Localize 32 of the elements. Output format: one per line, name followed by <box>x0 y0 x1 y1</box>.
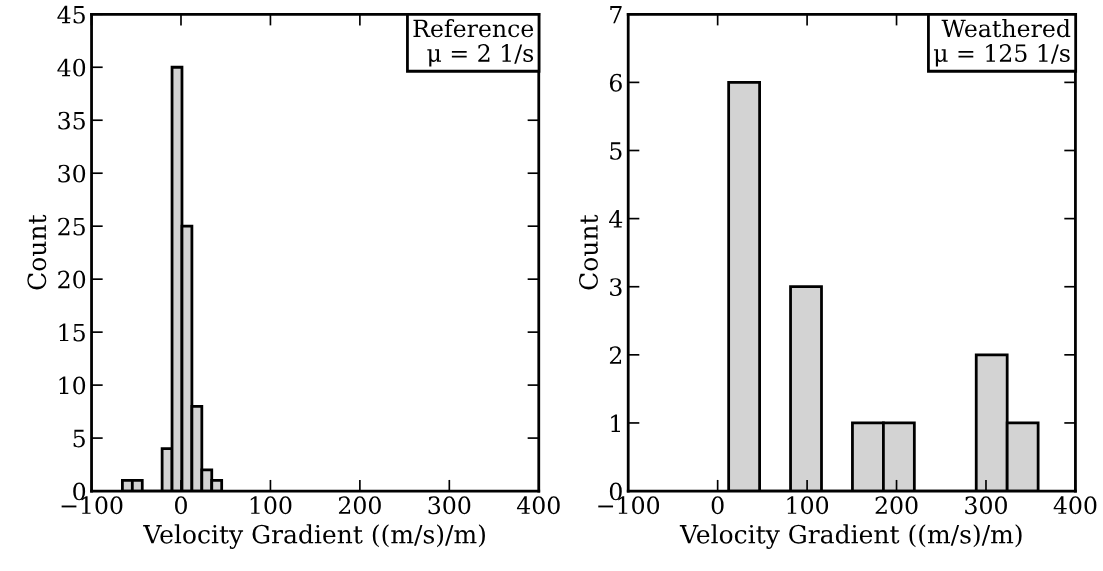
x-tick-label: 200 <box>875 496 918 515</box>
y-tick-label: 20 <box>58 270 86 289</box>
y-tick-label: 15 <box>59 323 85 342</box>
annotation: Reference μ = 2 1/s <box>413 19 534 67</box>
y-tick-label: 5 <box>610 142 622 160</box>
y-tick-label: 40 <box>57 58 86 77</box>
x-tick-label: 300 <box>428 496 471 515</box>
annotation: Weathered μ = 125 1/s <box>933 19 1071 67</box>
y-tick-label: 45 <box>57 5 85 24</box>
x-tick-label: 400 <box>1053 496 1097 515</box>
y-tick-label: 6 <box>609 73 622 92</box>
y-tick-label: 3 <box>610 278 622 297</box>
y-tick-label: 30 <box>58 164 86 183</box>
x-tick-label: 300 <box>965 496 1007 515</box>
y-tick-label: 2 <box>609 346 622 364</box>
y-tick-label: 1 <box>611 414 620 432</box>
y-tick-label: 5 <box>73 429 85 448</box>
y-tick-label: 7 <box>610 6 622 24</box>
y-tick-label: 25 <box>58 217 85 236</box>
y-tick-label: 10 <box>59 376 86 395</box>
x-tick-label: 0 <box>175 496 187 515</box>
y-axis-title: Count <box>579 214 598 290</box>
x-axis-title: Velocity Gradient ((m/s)/m) <box>679 524 1022 549</box>
x-axis-title: Velocity Gradient ((m/s)/m) <box>143 524 485 549</box>
x-tick-label: 200 <box>338 496 381 515</box>
x-tick-label: 100 <box>250 496 292 515</box>
x-tick-label: 0 <box>711 496 724 515</box>
y-tick-label: 4 <box>609 210 623 228</box>
y-tick-label: 35 <box>58 111 85 130</box>
x-tick-label: 400 <box>516 496 560 515</box>
y-axis-title: Count <box>27 214 47 290</box>
x-tick-label: 100 <box>787 496 829 515</box>
